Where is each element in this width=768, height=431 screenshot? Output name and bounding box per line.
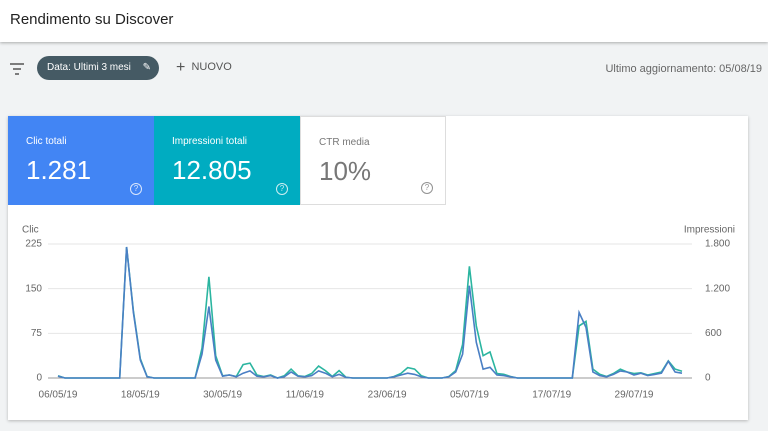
metric-label: Clic totali (26, 136, 67, 147)
metric-card[interactable]: Clic totali 1.281? (8, 116, 154, 205)
toolbar: Data: Ultimi 3 mesi ✎ + NUOVO Ultimo aggi… (0, 44, 768, 94)
metric-value: 1.281 (26, 155, 92, 185)
x-tick-label: 18/05/19 (121, 390, 160, 401)
y-tick-label: 75 (31, 328, 43, 339)
y-axis-title: Clic (22, 225, 39, 236)
y-tick-label: 0 (36, 373, 42, 384)
filter-icon[interactable] (8, 59, 28, 79)
metric-label: Impressioni totali (172, 136, 248, 147)
series-line (57, 246, 683, 379)
x-tick-label: 11/06/19 (286, 390, 325, 401)
y-tick-label: 225 (25, 239, 42, 250)
series-line (57, 246, 683, 379)
y-tick-label: 150 (25, 283, 42, 294)
x-tick-label: 05/07/19 (450, 390, 489, 401)
x-tick-label: 17/07/19 (532, 390, 571, 401)
x-tick-label: 30/05/19 (203, 390, 242, 401)
y2-tick-label: 1.800 (705, 239, 730, 250)
x-tick-label: 06/05/19 (39, 390, 78, 401)
page-title: Rendimento su Discover (10, 11, 174, 28)
header: Rendimento su Discover (0, 0, 768, 42)
new-button[interactable]: + NUOVO (176, 59, 232, 76)
date-chip[interactable]: Data: Ultimi 3 mesi ✎ (37, 56, 159, 80)
y2-tick-label: 0 (705, 373, 711, 384)
y2-axis-title: Impressioni (684, 225, 735, 236)
metric-label: CTR media (319, 137, 370, 148)
new-button-label: NUOVO (191, 61, 232, 73)
report-card: Clic totali 1.281? Impressioni totali 12.8… (8, 116, 748, 420)
date-chip-label: Data: Ultimi 3 mesi (47, 62, 131, 73)
x-tick-label: 23/06/19 (368, 390, 407, 401)
metric-value: 10% (319, 156, 372, 186)
y2-tick-label: 600 (705, 328, 722, 339)
metric-card[interactable]: CTR media 10%? (300, 116, 446, 205)
y2-tick-label: 1.200 (705, 283, 730, 294)
last-update: Ultimo aggiornamento: 05/08/19 (605, 63, 762, 75)
metric-value: 12.805 (172, 155, 252, 185)
metric-card[interactable]: Impressioni totali 12.805? (154, 116, 300, 205)
x-tick-label: 29/07/19 (615, 390, 654, 401)
